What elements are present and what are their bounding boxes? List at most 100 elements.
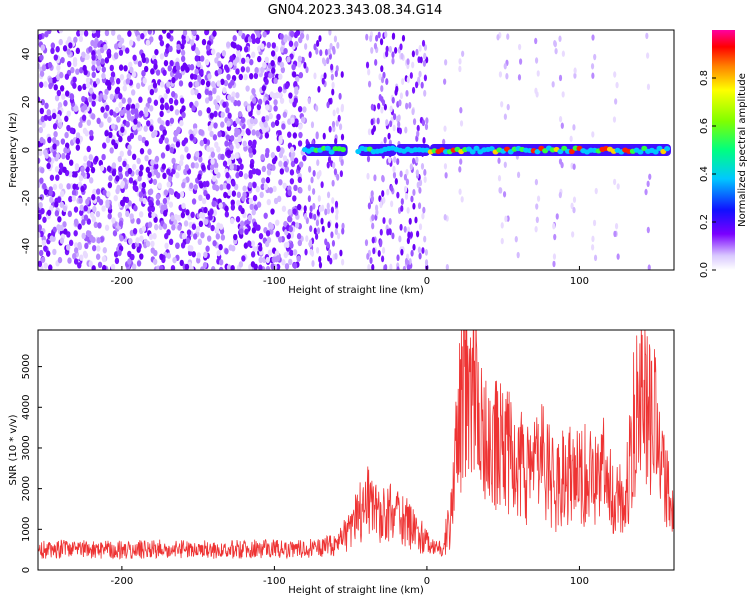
- spectrogram-cell: [326, 191, 331, 199]
- spectrogram-cell: [143, 125, 148, 132]
- spectrogram-cell: [176, 214, 182, 222]
- y-tick-label: -40: [21, 238, 32, 254]
- spectrogram-cell: [500, 101, 504, 108]
- spectrogram-cell: [136, 121, 142, 128]
- spectrogram-cell: [109, 64, 114, 72]
- spectrogram-cell: [119, 109, 125, 117]
- spectrogram-cell: [389, 263, 393, 270]
- spectrogram-cell: [375, 34, 379, 42]
- spectrogram-cell: [111, 162, 117, 169]
- spectrogram-cell: [176, 43, 181, 51]
- spectrogram-cell: [561, 91, 565, 98]
- spectrogram-cell: [141, 136, 146, 144]
- spectrogram-cell: [253, 72, 259, 80]
- spectrogram-cell: [69, 159, 74, 166]
- spectrogram-cell: [298, 123, 303, 130]
- spectrogram-cell: [165, 47, 170, 54]
- spectrogram-cell: [74, 242, 79, 249]
- spectrogram-cell: [514, 235, 518, 243]
- spectrogram-cell: [205, 193, 211, 200]
- spectrogram-cell: [460, 196, 464, 203]
- spectrogram-cell: [386, 188, 390, 196]
- spectrogram-cell: [263, 121, 268, 128]
- spectrogram-cell: [380, 65, 384, 73]
- spectrogram-cell: [245, 56, 250, 63]
- spectrogram-cell: [423, 176, 427, 183]
- spectrogram-cell: [70, 66, 75, 74]
- spectrogram-cell: [503, 161, 507, 168]
- spectrogram-cell: [153, 129, 158, 137]
- spectrogram-cell: [147, 221, 153, 228]
- spectrogram-cell: [190, 211, 195, 219]
- spectrogram-cell: [83, 214, 89, 221]
- spectrogram-cell: [243, 73, 248, 81]
- spectrogram-cell: [199, 139, 205, 147]
- spectrogram-cell: [247, 214, 253, 222]
- spectrogram-cell: [142, 197, 147, 205]
- spectrogram-cell: [265, 265, 271, 270]
- spectrogram-cell: [132, 124, 137, 131]
- spectrogram-cell: [315, 104, 319, 112]
- spectrogram-cell: [263, 183, 269, 191]
- spectrogram-cell: [114, 106, 120, 114]
- spectrogram-cell: [238, 204, 243, 212]
- spectrogram-x-axis-label: Height of straight line (km): [288, 285, 424, 296]
- spectrogram-cell: [403, 185, 408, 193]
- spectrogram-cell: [294, 222, 300, 229]
- spectrogram-cell: [285, 241, 290, 249]
- spectrogram-cell: [560, 161, 564, 169]
- spectrogram-cell: [251, 227, 257, 234]
- spectrogram-cell: [81, 232, 86, 240]
- spectrogram-cell: [401, 78, 405, 85]
- spectrogram-cell: [132, 228, 138, 235]
- spectrogram-cell: [190, 162, 196, 169]
- snr-x-ticks: -200 -100 0 100: [111, 566, 589, 587]
- spectrogram-cell: [226, 264, 232, 270]
- spectrogram-cell: [226, 149, 231, 156]
- spectrogram-cell: [81, 219, 86, 226]
- spectrogram-cell: [572, 196, 577, 203]
- spectrogram-cell: [553, 40, 557, 48]
- spectrogram-cell: [198, 128, 203, 136]
- spectrogram-cell: [96, 237, 101, 244]
- spectrogram-cell: [591, 131, 595, 138]
- spectrogram-cell: [154, 48, 159, 56]
- snr-y-axis-label: SNR (10 * v/v): [8, 414, 19, 485]
- spectrogram-cell: [179, 97, 185, 104]
- spectrogram-cell: [313, 213, 317, 221]
- spectrogram-cell: [136, 82, 141, 90]
- spectrogram-cell: [391, 57, 395, 65]
- spectrogram-cell: [365, 61, 370, 69]
- spectrogram-cell: [317, 195, 321, 202]
- spectrogram-cell: [71, 195, 77, 202]
- spectrogram-cell: [289, 30, 295, 38]
- spectrogram-cell: [411, 50, 415, 58]
- spectrogram-cell: [46, 162, 51, 170]
- spectrogram-cell: [239, 220, 245, 227]
- spectrogram-cell: [334, 228, 338, 236]
- spectrogram-cell: [396, 158, 400, 165]
- spectrogram-cell: [218, 243, 223, 251]
- spectrogram-cell: [318, 261, 323, 269]
- spectrogram-cell: [203, 206, 208, 214]
- spectrogram-cell: [213, 122, 218, 129]
- spectrogram-cell: [103, 93, 108, 101]
- spectrogram-cell: [145, 240, 151, 248]
- spectrogram-cell: [42, 183, 47, 190]
- spectrogram-cell: [99, 164, 105, 172]
- spectrogram-cell: [53, 54, 59, 61]
- spectrogram-cell: [119, 150, 124, 158]
- spectrogram-cell: [260, 43, 265, 50]
- spectrogram-cell: [416, 124, 420, 132]
- spectrogram-cell: [197, 109, 203, 117]
- spectrogram-cell: [158, 34, 163, 42]
- spectrogram-cell: [296, 203, 302, 211]
- spectrogram-cell: [271, 42, 276, 49]
- spectrogram-cell: [73, 206, 79, 213]
- spectrogram-cell: [66, 110, 71, 117]
- spectrogram-cell: [558, 35, 562, 42]
- spectrogram-cell: [266, 163, 272, 170]
- spectrogram-cell: [297, 140, 303, 147]
- spectrogram-cell: [279, 168, 285, 175]
- spectrogram-cell: [80, 166, 85, 173]
